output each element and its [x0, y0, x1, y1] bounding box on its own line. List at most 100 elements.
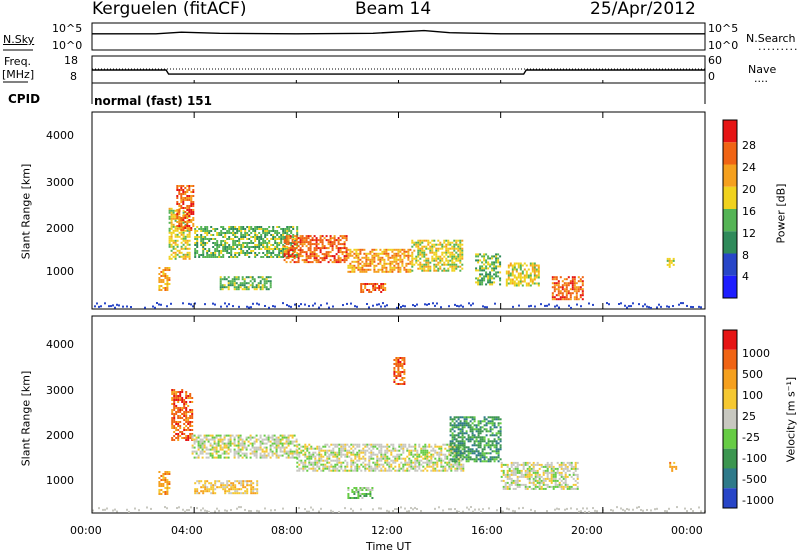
heatmap-cell [581, 298, 584, 301]
heatmap-cell [473, 444, 476, 447]
heatmap-cell [382, 445, 385, 448]
heatmap-cell [264, 246, 267, 248]
heatmap-cell [380, 459, 383, 462]
heatmap-cell [514, 510, 516, 513]
heatmap-cell [399, 254, 402, 257]
heatmap-cell [304, 465, 307, 468]
heatmap-cell [489, 277, 492, 280]
heatmap-cell [506, 487, 509, 490]
heatmap-cell [232, 240, 235, 242]
heatmap-cell [431, 255, 434, 258]
heatmap-cell [230, 492, 233, 495]
heatmap-cell [433, 251, 436, 254]
heatmap-cell [176, 249, 179, 252]
heatmap-cell [152, 305, 154, 308]
heatmap-cell [495, 434, 498, 437]
heatmap-cell [552, 471, 555, 474]
heatmap-cell [244, 230, 247, 232]
heatmap-cell [395, 262, 398, 265]
heatmap-cell [250, 492, 253, 495]
heatmap-cell [299, 251, 302, 254]
heatmap-cell [201, 456, 204, 459]
heatmap-cell [444, 453, 447, 456]
heatmap-cell [401, 365, 404, 367]
heatmap-cell [206, 230, 209, 232]
heatmap-cell [530, 467, 533, 470]
heatmap-cell [330, 451, 333, 454]
heatmap-cell [234, 240, 237, 242]
heatmap-cell [259, 446, 262, 449]
heatmap-cell [446, 461, 449, 464]
heatmap-cell [226, 482, 229, 485]
heatmap-cell [432, 447, 435, 450]
heatmap-cell [518, 507, 520, 510]
heatmap-cell [404, 463, 407, 466]
heatmap-cell [329, 245, 332, 248]
heatmap-cell [513, 274, 516, 277]
heatmap-cell [424, 447, 427, 450]
heatmap-cell [411, 263, 414, 266]
heatmap-cell [182, 207, 185, 209]
heatmap-cell [512, 509, 514, 512]
heatmap-cell [312, 467, 315, 470]
heatmap-cell [513, 280, 516, 283]
heatmap-cell [482, 508, 484, 511]
heatmap-cell [221, 442, 224, 445]
heatmap-cell [469, 438, 472, 441]
heatmap-cell [261, 276, 264, 279]
heatmap-cell [398, 443, 401, 446]
heatmap-cell [191, 409, 194, 411]
heatmap-cell [452, 455, 455, 458]
heatmap-cell [431, 257, 434, 260]
heatmap-cell [305, 239, 308, 242]
heatmap-cell [357, 258, 360, 261]
heatmap-cell [187, 397, 190, 399]
heatmap-cell [393, 369, 396, 371]
heatmap-cell [263, 282, 266, 285]
heatmap-cell [433, 269, 436, 272]
heatmap-cell [447, 249, 450, 252]
heatmap-cell [461, 438, 464, 441]
heatmap-cell [457, 440, 460, 443]
heatmap-cell [481, 454, 484, 457]
heatmap-cell [174, 235, 177, 238]
heatmap-cell [291, 450, 294, 453]
heatmap-cell [202, 240, 205, 242]
heatmap-cell [267, 452, 270, 455]
heatmap-cell [214, 242, 217, 244]
heatmap-cell [421, 253, 424, 256]
heatmap-cell [452, 449, 455, 452]
heatmap-cell [528, 475, 531, 478]
heatmap-cell [359, 250, 362, 253]
heatmap-cell [194, 252, 197, 254]
heatmap-cell [177, 397, 180, 399]
heatmap-cell [295, 440, 298, 443]
heatmap-cell [189, 411, 192, 413]
heatmap-cell [217, 442, 220, 445]
heatmap-cell [385, 252, 388, 255]
heatmap-cell [417, 241, 420, 244]
heatmap-cell [459, 450, 462, 453]
heatmap-cell [168, 257, 171, 260]
heatmap-cell [394, 508, 396, 511]
heatmap-cell [291, 436, 294, 439]
heatmap-cell [209, 452, 212, 455]
heatmap-cell [536, 463, 539, 466]
heatmap-cell [447, 259, 450, 262]
heatmap-cell [477, 458, 480, 461]
heatmap-cell [449, 430, 452, 433]
heatmap-cell [188, 211, 191, 213]
heatmap-cell [450, 467, 453, 470]
heatmap-cell [171, 439, 174, 441]
heatmap-cell [258, 248, 261, 250]
heatmap-cell [510, 463, 513, 466]
heatmap-cell [433, 265, 436, 268]
heatmap-cell [491, 450, 494, 453]
heatmap-cell [558, 477, 561, 480]
heatmap-cell [287, 249, 290, 252]
heatmap-cell [477, 432, 480, 435]
heatmap-cell [333, 257, 336, 260]
heatmap-cell [326, 449, 329, 452]
heatmap-cell [459, 245, 462, 248]
heatmap-cell [447, 243, 450, 246]
